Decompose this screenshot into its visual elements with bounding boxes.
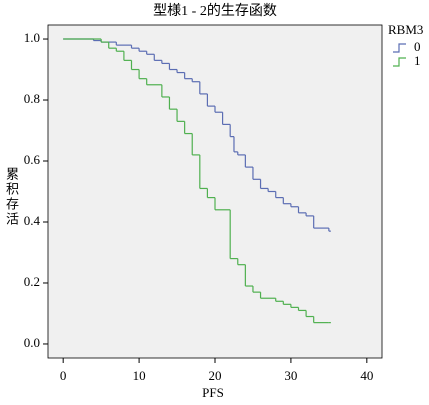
legend-label: 1 xyxy=(414,53,421,68)
plot-area xyxy=(47,24,383,359)
legend-swatch xyxy=(393,43,406,53)
y-axis-label-text: 累积存活 xyxy=(4,167,19,227)
x-tick-label: 10 xyxy=(133,368,146,383)
legend-label: 0 xyxy=(414,39,421,54)
y-axis-label: 累积存活 xyxy=(4,167,19,227)
x-axis-label: PFS xyxy=(202,385,224,400)
x-tick-label: 40 xyxy=(360,368,373,383)
y-tick-label: 1.0 xyxy=(24,30,40,45)
y-tick-label: 0.8 xyxy=(24,91,40,106)
y-tick-label: 0.0 xyxy=(24,335,40,350)
chart-title: 型様1 - 2的生存函数 xyxy=(153,3,277,19)
y-tick-label: 0.6 xyxy=(24,152,41,167)
y-tick-label: 0.2 xyxy=(24,274,40,289)
legend-swatch xyxy=(393,57,406,67)
x-tick-label: 20 xyxy=(209,368,222,383)
x-tick-label: 0 xyxy=(60,368,67,383)
y-tick-label: 0.4 xyxy=(24,213,41,228)
x-tick-label: 30 xyxy=(284,368,297,383)
legend-title: RBM3 xyxy=(388,22,423,37)
